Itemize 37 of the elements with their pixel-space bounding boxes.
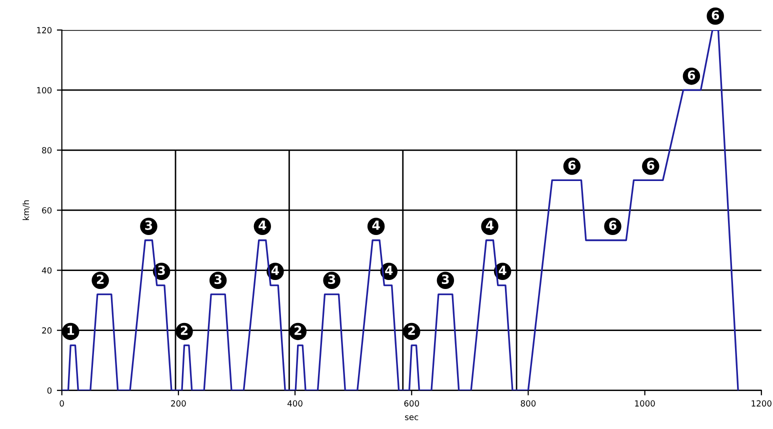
annotation: 2	[96, 274, 104, 284]
x-tick-label: 200	[171, 400, 186, 407]
annotation: 4	[372, 220, 380, 230]
annotation: 4	[498, 266, 506, 275]
y-tick-label: 60	[42, 207, 52, 214]
annotation: 6	[647, 160, 654, 170]
y-axis-title: km/h	[22, 200, 30, 220]
x-axis-title: sec	[405, 415, 418, 420]
annotation: 2	[294, 326, 302, 335]
y-tick-label: 80	[42, 147, 52, 154]
annotation: 4	[486, 220, 494, 230]
y-tick-label: 40	[42, 267, 52, 274]
annotation: 3	[145, 220, 152, 230]
x-tick-label: 800	[520, 400, 536, 407]
x-tick-label: 1000	[635, 400, 655, 407]
annotation: 1	[68, 326, 74, 335]
annotation: 4	[271, 266, 279, 275]
annotation: 6	[609, 220, 616, 230]
x-tick-label: 400	[287, 400, 302, 407]
y-tick-label: 0	[47, 387, 52, 394]
annotation: 3	[158, 266, 165, 276]
x-tick-label: 600	[404, 400, 420, 407]
annotation: 6	[688, 70, 696, 80]
annotation: 2	[180, 326, 188, 335]
y-tick-label: 100	[37, 87, 52, 94]
x-tick-label: 1200	[752, 400, 772, 407]
y-tick-label: 120	[37, 27, 52, 34]
annotation: 3	[442, 274, 449, 284]
annotation: 2	[408, 326, 415, 335]
annotation: 4	[258, 220, 266, 230]
annotation: 3	[214, 274, 222, 284]
annotation: 6	[568, 160, 576, 170]
annotation: 3	[328, 274, 336, 284]
y-tick-label: 20	[42, 327, 52, 334]
annotation: 6	[712, 10, 720, 20]
annotation: 4	[385, 266, 393, 275]
x-tick-label: 0	[60, 400, 64, 407]
